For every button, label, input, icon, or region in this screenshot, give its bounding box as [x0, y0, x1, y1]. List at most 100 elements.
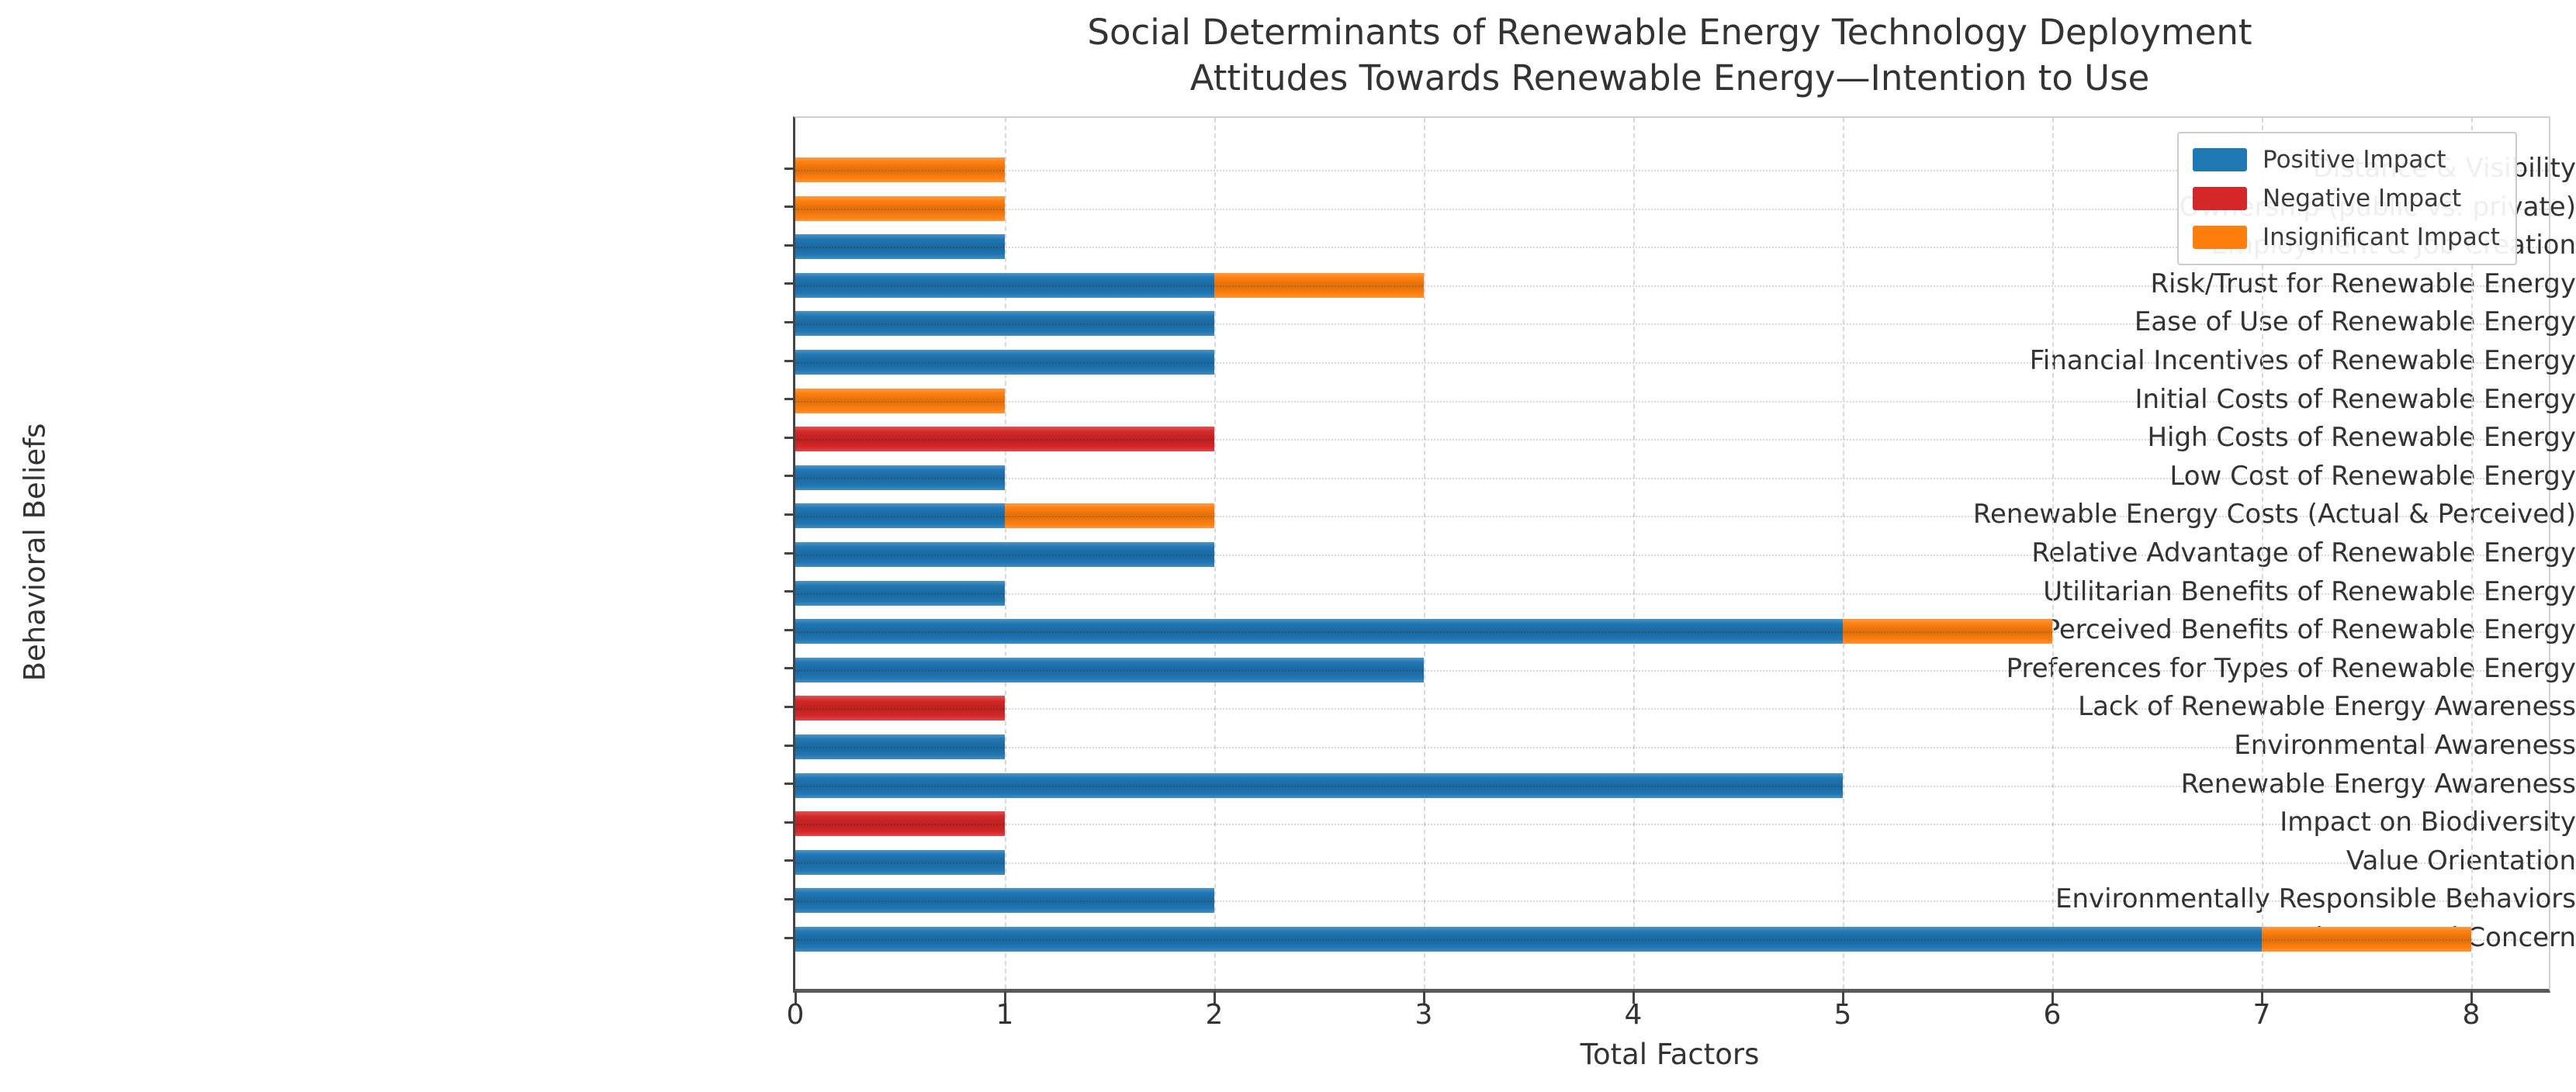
gridline-horizontal	[795, 247, 2549, 249]
y-tick-mark	[784, 667, 795, 670]
bar-segment-insignificant-impact	[795, 195, 1005, 221]
bar-segment-positive-impact	[795, 888, 1214, 914]
x-tick-mark	[1003, 991, 1006, 1004]
y-tick-mark	[784, 359, 795, 362]
y-tick-mark	[784, 783, 795, 786]
y-tick-label: Lack of Renewable Energy Awareness	[2078, 691, 2576, 723]
x-tick-mark	[1213, 991, 1216, 1004]
bar-segment-positive-impact	[795, 657, 1424, 682]
gridline-vertical	[1214, 118, 1216, 989]
gridline-horizontal	[795, 400, 2549, 403]
x-tick-mark	[2051, 991, 2054, 1004]
gridline-horizontal	[795, 900, 2549, 903]
gridline-horizontal	[795, 939, 2549, 941]
y-tick-label: Renewable Energy Costs (Actual & Perceiv…	[1972, 499, 2576, 530]
y-tick-label: Financial Incentives of Renewable Energy	[2029, 345, 2576, 376]
bar-segment-positive-impact	[795, 503, 1005, 529]
x-tick-mark	[794, 991, 797, 1004]
y-tick-label: Risk/Trust for Renewable Energy	[2150, 268, 2576, 299]
bar-segment-insignificant-impact	[1005, 503, 1214, 529]
x-tick-label: 1	[995, 999, 1014, 1031]
gridline-horizontal	[795, 708, 2549, 710]
bar-segment-negative-impact	[795, 696, 1005, 721]
legend-label: Insignificant Impact	[2263, 223, 2500, 251]
y-tick-mark	[784, 282, 795, 285]
legend-swatch-positive-impact	[2193, 148, 2247, 171]
gridline-vertical	[2052, 118, 2054, 989]
y-tick-mark	[784, 821, 795, 824]
x-tick-label: 2	[1205, 999, 1224, 1031]
legend-label: Positive Impact	[2263, 146, 2446, 174]
legend: Positive Impact Negative Impact Insignific…	[2177, 132, 2517, 265]
bar-segment-insignificant-impact	[795, 157, 1005, 182]
y-tick-label: Perceived Benefits of Renewable Energy	[2044, 614, 2576, 646]
gridline-vertical	[2471, 118, 2473, 989]
y-tick-mark	[784, 628, 795, 631]
y-tick-mark	[784, 475, 795, 478]
y-tick-label: Impact on Biodiversity	[2280, 807, 2576, 838]
gridline-horizontal	[795, 555, 2549, 556]
bar-segment-insignificant-impact	[1843, 619, 2052, 644]
gridline-horizontal	[795, 208, 2549, 210]
legend-label: Negative Impact	[2263, 185, 2462, 213]
x-axis-title: Total Factors	[1580, 1038, 1760, 1071]
x-tick-label: 3	[1414, 999, 1433, 1031]
bar-segment-negative-impact	[795, 427, 1214, 452]
y-axis-title: Behavioral Beliefs	[18, 423, 52, 682]
y-tick-mark	[784, 398, 795, 401]
gridline-horizontal	[795, 862, 2549, 864]
legend-swatch-negative-impact	[2193, 187, 2247, 210]
gridline-horizontal	[795, 285, 2549, 287]
x-tick-label: 5	[1833, 999, 1852, 1031]
bar-segment-insignificant-impact	[795, 388, 1005, 413]
bar-segment-positive-impact	[795, 272, 1214, 298]
y-tick-mark	[784, 936, 795, 939]
x-tick-label: 8	[2462, 999, 2481, 1031]
y-tick-label: Value Orientation	[2346, 845, 2576, 876]
chart-title-line1: Social Determinants of Renewable Energy …	[1087, 12, 2252, 53]
x-tick-label: 7	[2252, 999, 2271, 1031]
x-tick-label: 6	[2043, 999, 2062, 1031]
y-tick-mark	[784, 436, 795, 439]
y-tick-label: Ease of Use of Renewable Energy	[2134, 306, 2576, 338]
x-tick-mark	[1422, 991, 1425, 1004]
gridline-horizontal	[795, 323, 2549, 326]
gridline-horizontal	[795, 170, 2549, 171]
gridline-horizontal	[795, 631, 2549, 634]
y-tick-mark	[784, 513, 795, 516]
gridline-vertical	[1633, 118, 1635, 989]
y-tick-mark	[784, 705, 795, 708]
y-tick-label: Environmental Awareness	[2234, 730, 2576, 761]
y-tick-label: Utilitarian Benefits of Renewable Energy	[2043, 575, 2576, 607]
bar-segment-positive-impact	[795, 465, 1005, 490]
y-tick-label: High Costs of Renewable Energy	[2147, 422, 2576, 454]
legend-item: Positive Impact	[2193, 146, 2502, 174]
x-tick-mark	[1841, 991, 1844, 1004]
legend-item: Insignificant Impact	[2193, 223, 2502, 251]
chart-title: Social Determinants of Renewable Energy …	[793, 9, 2547, 102]
bar-segment-positive-impact	[795, 772, 1843, 798]
y-tick-mark	[784, 244, 795, 247]
y-tick-label: Renewable Energy Awareness	[2180, 768, 2576, 800]
bar-segment-positive-impact	[795, 619, 1843, 644]
bar-segment-positive-impact	[795, 234, 1005, 260]
y-tick-mark	[784, 206, 795, 209]
x-tick-mark	[2470, 991, 2473, 1004]
gridline-vertical	[1843, 118, 1844, 989]
bar-segment-insignificant-impact	[2262, 927, 2471, 952]
gridline-horizontal	[795, 785, 2549, 787]
y-tick-label: Initial Costs of Renewable Energy	[2135, 383, 2576, 415]
y-tick-label: Preferences for Types of Renewable Energ…	[2006, 652, 2576, 684]
gridline-horizontal	[795, 669, 2549, 672]
legend-item: Negative Impact	[2193, 185, 2502, 213]
x-tick-mark	[1632, 991, 1635, 1004]
gridline-vertical	[2262, 118, 2263, 989]
y-tick-mark	[784, 859, 795, 862]
y-tick-label: Relative Advantage of Renewable Energy	[2031, 537, 2576, 568]
y-tick-label: Low Cost of Renewable Energy	[2169, 460, 2576, 492]
bar-segment-positive-impact	[795, 311, 1214, 337]
bar-segment-positive-impact	[795, 849, 1005, 875]
bar-segment-insignificant-impact	[1214, 272, 1424, 298]
gridline-horizontal	[795, 362, 2549, 364]
